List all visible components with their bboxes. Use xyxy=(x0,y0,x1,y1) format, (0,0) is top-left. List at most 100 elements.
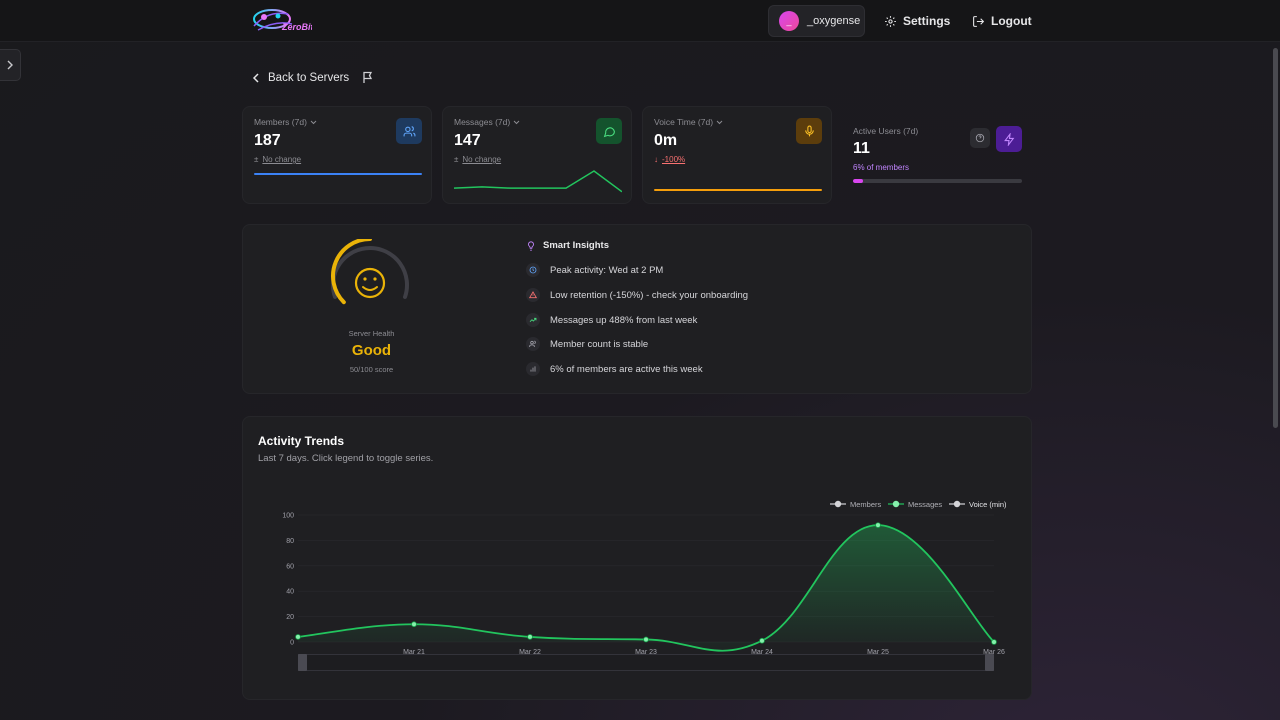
y-tick-label: 0 xyxy=(290,640,294,647)
active-users-stat-label: Active Users (7d) xyxy=(853,126,919,136)
insight-item: Low retention (-150%) - check your onboa… xyxy=(526,287,748,303)
smiley-icon xyxy=(354,267,386,299)
voice-icon-badge xyxy=(796,118,822,144)
x-tick-label: Mar 26 xyxy=(983,649,1005,656)
plus-minus-icon: ± xyxy=(454,155,459,164)
messages-icon-badge xyxy=(596,118,622,144)
series-area xyxy=(298,525,994,651)
members-icon-badge xyxy=(396,118,422,144)
members-stat-card: Members (7d) 187 ± No change xyxy=(242,106,432,204)
scroll-thumb[interactable] xyxy=(1273,48,1278,428)
back-to-servers-link[interactable]: Back to Servers xyxy=(252,69,349,87)
members-trend-line xyxy=(254,173,422,175)
active-users-percent: 6% of members xyxy=(853,163,910,172)
y-tick-label: 100 xyxy=(282,513,294,520)
zerobit-logo[interactable]: ZeroBit xyxy=(248,6,312,36)
insight-item: 6% of members are active this week xyxy=(526,361,703,377)
data-point xyxy=(759,637,765,644)
voice-stat-label[interactable]: Voice Time (7d) xyxy=(654,117,723,127)
health-score: 50/100 score xyxy=(349,365,394,374)
user-menu[interactable]: _ _oxygense xyxy=(768,5,865,37)
members-stat-label[interactable]: Members (7d) xyxy=(254,117,317,127)
sidebar-toggle[interactable] xyxy=(0,49,21,81)
data-point xyxy=(527,634,533,640)
help-button[interactable] xyxy=(970,128,990,148)
active-users-progress-fill xyxy=(853,179,864,183)
active-users-stat-value: 11 xyxy=(853,140,870,157)
trend-up-icon xyxy=(529,317,537,322)
insight-item: Member count is stable xyxy=(526,336,648,352)
active-users-icon-badge xyxy=(996,126,1022,152)
x-tick-label: Mar 24 xyxy=(751,649,773,656)
microphone-icon xyxy=(804,125,814,136)
slider-handle-right[interactable] xyxy=(985,654,994,671)
messages-stat-change: ± No change xyxy=(454,155,502,164)
voice-trend-line xyxy=(654,189,822,191)
lightning-icon xyxy=(1003,132,1014,146)
x-tick-label: Mar 23 xyxy=(635,649,657,656)
gear-icon xyxy=(885,15,896,27)
y-tick-label: 40 xyxy=(286,589,294,596)
help-circle-icon xyxy=(975,133,985,143)
data-point xyxy=(991,639,997,645)
active-users-progress-bar xyxy=(853,179,1022,183)
sparkline-path xyxy=(454,170,622,193)
settings-button[interactable]: Settings xyxy=(884,12,950,30)
messages-stat-card: Messages (7d) 147 ± No change xyxy=(442,106,632,204)
data-point xyxy=(295,634,301,640)
chevron-down-icon xyxy=(716,120,723,124)
health-insights-panel: Server Health Good 50/100 score xyxy=(242,224,1032,394)
chat-bubble-icon xyxy=(603,126,615,137)
scrollbar[interactable] xyxy=(1271,44,1279,720)
activity-trends-title: Activity Trends xyxy=(258,434,345,448)
data-point xyxy=(411,621,417,628)
members-stat-change: ± No change xyxy=(254,155,302,164)
x-tick-label: Mar 25 xyxy=(867,649,889,656)
chart-zoom-slider[interactable] xyxy=(298,654,994,671)
x-tick-label: Mar 21 xyxy=(403,649,425,656)
y-tick-label: 60 xyxy=(286,563,294,570)
chevron-down-icon xyxy=(310,120,317,124)
activity-trends-subtitle: Last 7 days. Click legend to toggle seri… xyxy=(258,453,434,464)
messages-sparkline xyxy=(454,170,622,193)
insight-item: Messages up 488% from last week xyxy=(526,312,697,328)
flag-icon[interactable] xyxy=(362,71,374,84)
arrow-down-icon: ↓ xyxy=(654,155,658,164)
legend-item-members[interactable]: Members xyxy=(830,498,881,510)
smart-insights-title: Smart Insights xyxy=(526,240,609,251)
lightbulb-icon xyxy=(528,240,534,251)
x-tick-label: Mar 22 xyxy=(519,649,541,656)
health-status: Good xyxy=(351,342,392,359)
slider-handle-left[interactable] xyxy=(298,654,307,671)
voice-stat-change: ↓ -100% xyxy=(654,155,686,164)
legend-item-voice[interactable]: Voice (min) xyxy=(949,498,1007,510)
bar-chart-icon xyxy=(530,366,536,372)
svg-text:ZeroBit: ZeroBit xyxy=(281,22,312,32)
users-icon xyxy=(529,340,536,347)
active-users-stat-card: Active Users (7d) 11 6% of members xyxy=(842,116,1032,194)
data-point xyxy=(643,636,649,643)
health-gauge xyxy=(331,239,409,305)
plus-minus-icon: ± xyxy=(254,155,259,164)
y-tick-label: 80 xyxy=(286,538,294,545)
insight-item: Peak activity: Wed at 2 PM xyxy=(526,262,663,278)
chevron-down-icon xyxy=(513,120,520,124)
warning-icon xyxy=(529,291,537,299)
y-tick-label: 20 xyxy=(286,614,294,621)
legend-item-messages[interactable]: Messages xyxy=(888,498,942,510)
chevron-left-icon xyxy=(252,73,259,83)
health-label: Server Health xyxy=(348,329,395,338)
messages-stat-label[interactable]: Messages (7d) xyxy=(454,117,520,127)
users-icon xyxy=(403,125,415,136)
top-bar: ZeroBit _ _oxygense Settings Logout xyxy=(0,0,1280,42)
clock-icon xyxy=(529,266,537,274)
logout-icon xyxy=(973,15,985,27)
activity-trends-chart: 0 20 40 60 80 100 Mar 21 Mar 22 Mar 23 Mar 24 Mar … xyxy=(282,513,1005,657)
voice-stat-card: Voice Time (7d) 0m ↓ -100% xyxy=(642,106,832,204)
logout-button[interactable]: Logout xyxy=(972,12,1032,30)
data-point xyxy=(875,522,881,528)
voice-stat-value: 0m xyxy=(654,132,678,149)
messages-stat-value: 147 xyxy=(454,132,481,149)
members-stat-value: 187 xyxy=(254,132,281,149)
avatar: _ xyxy=(779,11,799,31)
